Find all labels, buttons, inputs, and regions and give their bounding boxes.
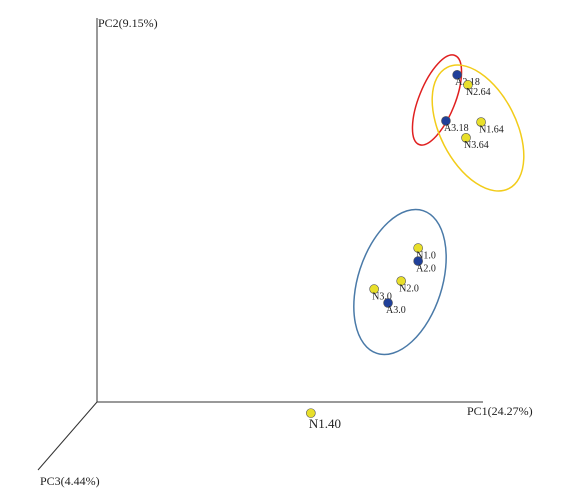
point-label: N1.0 [416, 250, 436, 261]
point [306, 408, 316, 418]
z-axis-label: PC3(4.44%) [40, 474, 100, 488]
point [463, 80, 473, 90]
x-axis-label: PC1(24.27%) [467, 404, 533, 418]
point [476, 117, 486, 127]
point-label: N2.0 [399, 283, 419, 294]
point [383, 298, 393, 308]
y-axis-label: PC2(9.15%) [98, 16, 158, 30]
group-ellipse [431, 64, 525, 192]
point-label: A2.0 [416, 263, 436, 274]
point [441, 116, 451, 126]
z-axis [37, 401, 98, 471]
point-label: N1.64 [479, 124, 504, 135]
point [369, 284, 379, 294]
point-label: A3.0 [386, 305, 406, 316]
point-label: N3.0 [372, 291, 392, 302]
point-label: N1.40 [309, 416, 341, 431]
point [413, 256, 423, 266]
point-label: A3.18 [444, 123, 469, 134]
group-ellipse [353, 208, 447, 356]
point [452, 70, 462, 80]
point-label: N3.64 [464, 140, 489, 151]
point [461, 133, 471, 143]
point-label: N2.64 [466, 87, 491, 98]
point [413, 243, 423, 253]
group-ellipse [411, 54, 463, 146]
point [396, 276, 406, 286]
